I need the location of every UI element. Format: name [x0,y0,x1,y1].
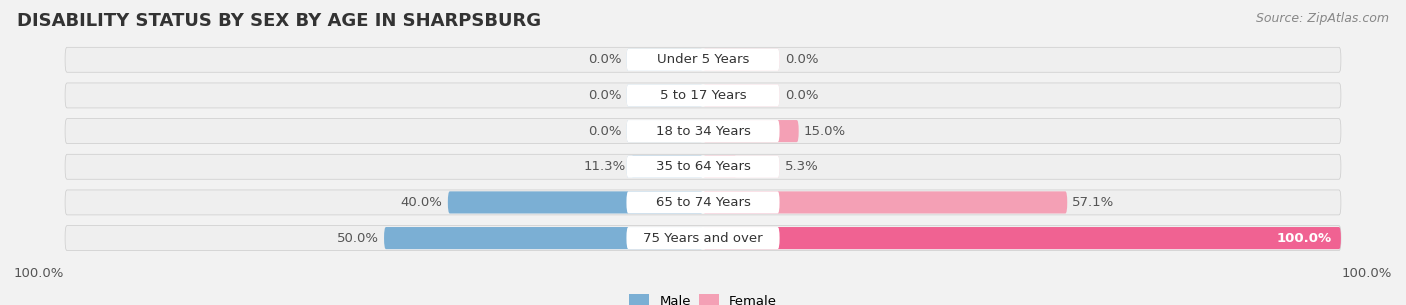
FancyBboxPatch shape [627,120,703,142]
Text: Under 5 Years: Under 5 Years [657,53,749,66]
Text: 57.1%: 57.1% [1073,196,1115,209]
FancyBboxPatch shape [703,120,779,142]
FancyBboxPatch shape [384,227,703,249]
FancyBboxPatch shape [627,84,779,106]
Text: 0.0%: 0.0% [588,125,621,138]
FancyBboxPatch shape [65,154,1341,179]
FancyBboxPatch shape [703,84,779,106]
FancyBboxPatch shape [627,156,703,178]
FancyBboxPatch shape [703,156,779,178]
FancyBboxPatch shape [703,156,737,178]
FancyBboxPatch shape [627,120,779,142]
FancyBboxPatch shape [703,227,1341,249]
Text: 100.0%: 100.0% [14,267,65,280]
FancyBboxPatch shape [703,120,799,142]
Text: 11.3%: 11.3% [583,160,626,173]
Legend: Male, Female: Male, Female [624,289,782,305]
FancyBboxPatch shape [703,227,779,249]
FancyBboxPatch shape [449,191,703,214]
FancyBboxPatch shape [631,156,703,178]
Text: Source: ZipAtlas.com: Source: ZipAtlas.com [1256,12,1389,25]
FancyBboxPatch shape [65,119,1341,144]
Text: 100.0%: 100.0% [1341,267,1392,280]
FancyBboxPatch shape [65,83,1341,108]
FancyBboxPatch shape [65,47,1341,72]
Text: 35 to 64 Years: 35 to 64 Years [655,160,751,173]
Text: 75 Years and over: 75 Years and over [643,231,763,245]
Text: 5.3%: 5.3% [785,160,818,173]
FancyBboxPatch shape [627,49,779,71]
Text: 0.0%: 0.0% [785,89,818,102]
FancyBboxPatch shape [65,190,1341,215]
FancyBboxPatch shape [627,227,703,249]
FancyBboxPatch shape [65,226,1341,251]
FancyBboxPatch shape [627,191,703,214]
FancyBboxPatch shape [703,191,1067,214]
Text: 0.0%: 0.0% [588,89,621,102]
Text: 100.0%: 100.0% [1277,231,1331,245]
FancyBboxPatch shape [703,191,779,214]
Text: 15.0%: 15.0% [804,125,846,138]
FancyBboxPatch shape [627,227,779,249]
FancyBboxPatch shape [627,191,779,214]
FancyBboxPatch shape [627,156,779,178]
FancyBboxPatch shape [627,84,703,106]
FancyBboxPatch shape [627,49,703,71]
Text: DISABILITY STATUS BY SEX BY AGE IN SHARPSBURG: DISABILITY STATUS BY SEX BY AGE IN SHARP… [17,12,541,30]
Text: 40.0%: 40.0% [401,196,443,209]
Text: 0.0%: 0.0% [588,53,621,66]
Text: 0.0%: 0.0% [785,53,818,66]
Text: 18 to 34 Years: 18 to 34 Years [655,125,751,138]
Text: 50.0%: 50.0% [337,231,380,245]
Text: 5 to 17 Years: 5 to 17 Years [659,89,747,102]
Text: 65 to 74 Years: 65 to 74 Years [655,196,751,209]
FancyBboxPatch shape [703,49,779,71]
